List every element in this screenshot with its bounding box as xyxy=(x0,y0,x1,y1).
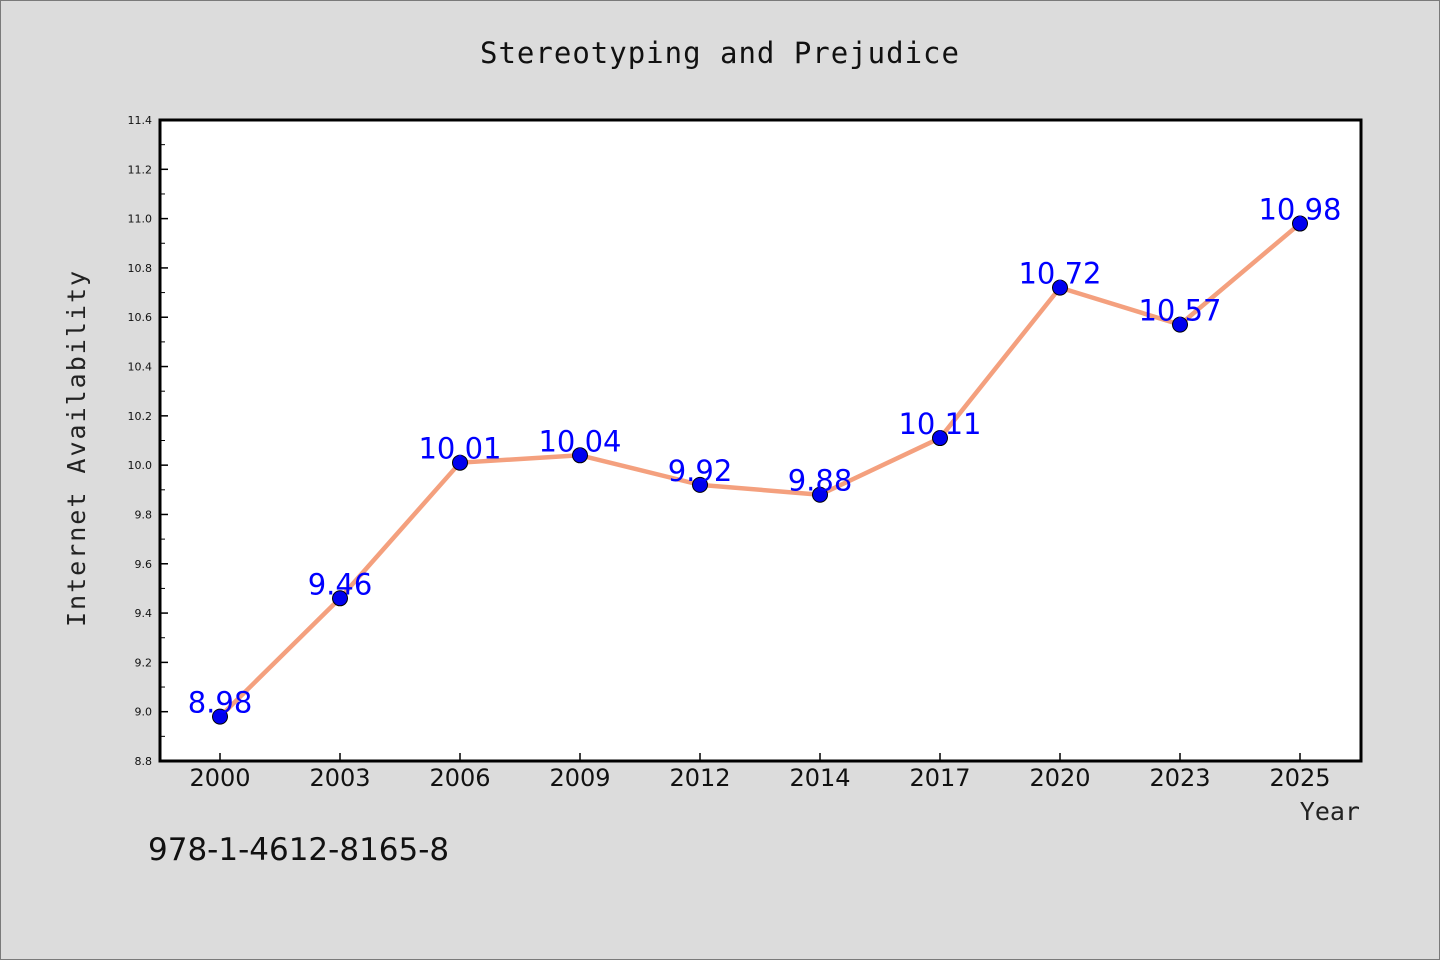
y-tick-label: 10.6 xyxy=(128,311,153,324)
data-label: 8.98 xyxy=(188,686,253,720)
x-tick-label: 2014 xyxy=(789,764,850,792)
data-point-marker xyxy=(1052,279,1068,296)
footer-code: 978-1-4612-8165-8 xyxy=(148,832,450,868)
plot-border xyxy=(158,118,1363,763)
y-tick-label: 11.4 xyxy=(128,114,153,127)
x-tick-label: 2009 xyxy=(549,764,610,792)
y-tick-label: 9.2 xyxy=(135,656,153,669)
data-label: 10.72 xyxy=(1018,257,1101,291)
data-point-marker xyxy=(1172,316,1188,333)
x-axis-ticks: 2000 2003 2006 2009 2012 2014 2017 2020 2023 2025 xyxy=(189,753,1331,792)
data-label: 9.92 xyxy=(668,454,733,488)
data-point-marker xyxy=(1292,215,1308,232)
x-tick-label: 2020 xyxy=(1029,764,1090,792)
x-tick-label: 2006 xyxy=(429,764,490,792)
data-point-marker xyxy=(452,454,468,471)
series-line xyxy=(217,221,1303,719)
y-tick-label: 9.6 xyxy=(135,558,153,571)
y-tick-label: 11.2 xyxy=(128,163,153,176)
y-tick-label: 10.0 xyxy=(128,459,153,472)
y-tick-label: 9.8 xyxy=(135,508,153,521)
data-point-marker xyxy=(932,430,948,447)
data-label: 10.98 xyxy=(1258,193,1341,227)
y-tick-label: 8.8 xyxy=(135,755,153,768)
x-tick-label: 2025 xyxy=(1269,764,1330,792)
x-tick-label: 2023 xyxy=(1149,764,1210,792)
data-label: 10.57 xyxy=(1138,294,1221,328)
y-tick-label: 10.4 xyxy=(128,361,153,374)
x-tick-label: 2000 xyxy=(189,764,250,792)
data-label: 10.01 xyxy=(418,432,501,466)
data-label: 9.46 xyxy=(308,567,373,601)
y-tick-label: 10.2 xyxy=(128,410,153,423)
y-tick-label: 9.4 xyxy=(135,607,153,620)
data-point-marker xyxy=(212,708,228,725)
y-tick-label: 10.8 xyxy=(128,262,153,275)
x-tick-label: 2017 xyxy=(909,764,970,792)
data-label: 10.04 xyxy=(538,424,621,458)
x-tick-label: 2012 xyxy=(669,764,730,792)
x-tick-label: 2003 xyxy=(309,764,370,792)
data-labels: 8.98 9.46 10.01 10.04 9.92 9.88 10.11 10.72 10.5… xyxy=(188,193,1342,720)
y-tick-label: 9.0 xyxy=(135,706,153,719)
y-axis-label: Internet Availability xyxy=(62,269,91,627)
data-point-marker xyxy=(692,476,708,493)
data-point-marker xyxy=(332,590,348,607)
data-markers xyxy=(212,215,1308,725)
x-axis-label: Year xyxy=(1300,797,1360,826)
data-point-marker xyxy=(812,486,828,503)
data-point-marker xyxy=(572,447,588,464)
chart-title: Stereotyping and Prejudice xyxy=(480,36,960,70)
data-label: 10.11 xyxy=(898,407,981,441)
data-label: 9.88 xyxy=(788,464,853,498)
plot-area xyxy=(160,120,1361,761)
y-tick-label: 11.0 xyxy=(128,213,153,226)
